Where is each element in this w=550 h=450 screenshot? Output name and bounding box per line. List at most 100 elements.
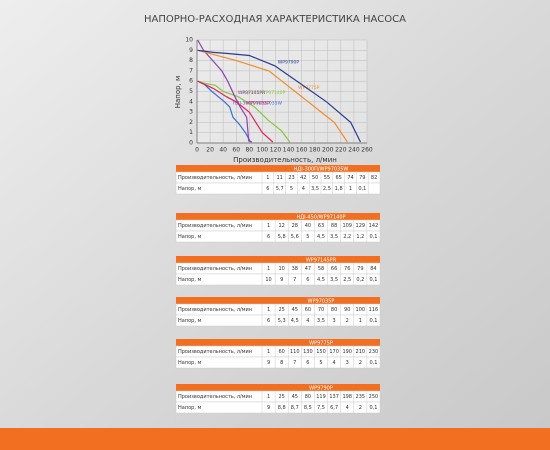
table-cell: 210 xyxy=(356,349,366,355)
y-tick-label: 9 xyxy=(189,47,193,54)
y-tick-label: 8 xyxy=(189,57,193,64)
table-cell: 2 xyxy=(359,405,362,411)
row-label: Производительность, л/мин xyxy=(178,394,252,400)
table-cell: 119 xyxy=(316,394,326,400)
x-tick-label: 200 xyxy=(322,147,334,154)
table-cell: 4,5 xyxy=(317,277,325,283)
table-cell: 0,1 xyxy=(358,186,366,192)
table-row xyxy=(175,182,381,195)
table-cell: 1 xyxy=(267,266,270,272)
table-title: WP97035P xyxy=(308,299,335,305)
table-cell: 4,5 xyxy=(317,234,325,240)
table-cell: 11 xyxy=(277,175,283,181)
row-label: Производительность, л/мин xyxy=(178,349,252,355)
table-row xyxy=(175,273,381,286)
x-tick-label: 260 xyxy=(361,147,373,154)
table-cell: 6 xyxy=(306,360,309,366)
table-cell: 38 xyxy=(292,266,298,272)
table-cell: 170 xyxy=(329,349,339,355)
table-header xyxy=(176,384,380,391)
table-cell: 1,8 xyxy=(335,186,343,192)
y-tick-label: 2 xyxy=(189,119,193,126)
table-cell: 5 xyxy=(319,360,322,366)
table-cell: 150 xyxy=(316,349,326,355)
table-title: WP9775P xyxy=(309,341,333,347)
table-cell: 3,5 xyxy=(311,186,319,192)
series-label: НДІ-300П/WP97035W xyxy=(233,100,283,106)
series-line xyxy=(197,49,348,143)
row-label: Напор, м xyxy=(178,186,202,192)
table-cell: 0,1 xyxy=(369,360,377,366)
table-cell: 0,1 xyxy=(369,318,377,324)
table-title: WP97145PR xyxy=(306,258,337,264)
table-cell: 12 xyxy=(278,223,284,229)
table-cell: 3,5 xyxy=(330,277,338,283)
table-cell: 70 xyxy=(318,307,324,313)
table-cell: 79 xyxy=(359,175,365,181)
series-line xyxy=(197,49,362,143)
table-header xyxy=(176,339,380,346)
table-cell: 4 xyxy=(333,360,336,366)
x-tick-label: 60 xyxy=(232,147,240,154)
table-cell: 25 xyxy=(278,307,284,313)
table-cell: 2,5 xyxy=(323,186,331,192)
table-cell: 1 xyxy=(266,175,269,181)
table-title: WP9790P xyxy=(309,386,333,392)
table-cell: 230 xyxy=(369,349,379,355)
table-cell: 60 xyxy=(278,349,284,355)
table-cell: 66 xyxy=(331,266,337,272)
row-label: Производительность, л/мин xyxy=(178,223,252,229)
series-line xyxy=(197,80,274,143)
table-cell: 7 xyxy=(293,360,296,366)
table-cell: 1 xyxy=(267,223,270,229)
table-cell: 10 xyxy=(265,277,271,283)
row-label: Напор, м xyxy=(178,360,202,366)
row-label: Производительность, л/мин xyxy=(178,175,252,181)
table-cell: 6 xyxy=(266,186,269,192)
series-line xyxy=(197,80,252,143)
table-cell: 250 xyxy=(369,394,379,400)
table-cell: 82 xyxy=(371,175,377,181)
x-tick-label: 140 xyxy=(283,147,295,154)
table-cell: 110 xyxy=(290,349,300,355)
x-tick-label: 180 xyxy=(309,147,321,154)
table-cell: 42 xyxy=(300,175,306,181)
x-tick-label: 20 xyxy=(206,147,214,154)
row-label: Напор, м xyxy=(178,277,202,283)
y-tick-label: 5 xyxy=(189,88,193,95)
table-cell: 79 xyxy=(357,266,363,272)
table-cell: 90 xyxy=(344,307,350,313)
table-cell: 190 xyxy=(342,349,352,355)
series-line xyxy=(197,80,291,143)
table-cell: 9 xyxy=(280,277,283,283)
chart-title: НАПОРНО-РАСХОДНАЯ ХАРАКТЕРИСТИКА НАСОСА xyxy=(144,14,406,25)
table-cell: 4,5 xyxy=(291,318,299,324)
table-cell: 8 xyxy=(280,360,283,366)
table-cell: 7 xyxy=(293,277,296,283)
table-cell: 5,7 xyxy=(276,186,284,192)
table-cell: 8,5 xyxy=(304,405,312,411)
table-cell: 23 xyxy=(288,175,294,181)
table-cell: 0,1 xyxy=(369,234,377,240)
table-cell: 55 xyxy=(324,175,330,181)
table-cell: 40 xyxy=(305,223,311,229)
table-cell: 6 xyxy=(306,277,309,283)
table-cell: 116 xyxy=(369,307,379,313)
x-tick-label: 240 xyxy=(348,147,360,154)
table-cell: 3 xyxy=(346,360,349,366)
series-label: WP97145PR xyxy=(238,90,265,96)
table-cell: 1 xyxy=(267,394,270,400)
table-cell: 80 xyxy=(305,394,311,400)
table-header xyxy=(176,297,380,304)
table-cell: 80 xyxy=(331,307,337,313)
table-title: НДІ-300П/WP97035W xyxy=(294,167,349,173)
table-cell: 5 xyxy=(290,186,293,192)
x-tick-label: 120 xyxy=(270,147,282,154)
table-row xyxy=(175,230,381,243)
table-cell: 1 xyxy=(349,186,352,192)
table-cell: 58 xyxy=(318,266,324,272)
table-title: НДІ-450/WP97140P xyxy=(296,215,345,221)
table-cell: 9 xyxy=(267,360,270,366)
table-cell: 130 xyxy=(303,349,313,355)
